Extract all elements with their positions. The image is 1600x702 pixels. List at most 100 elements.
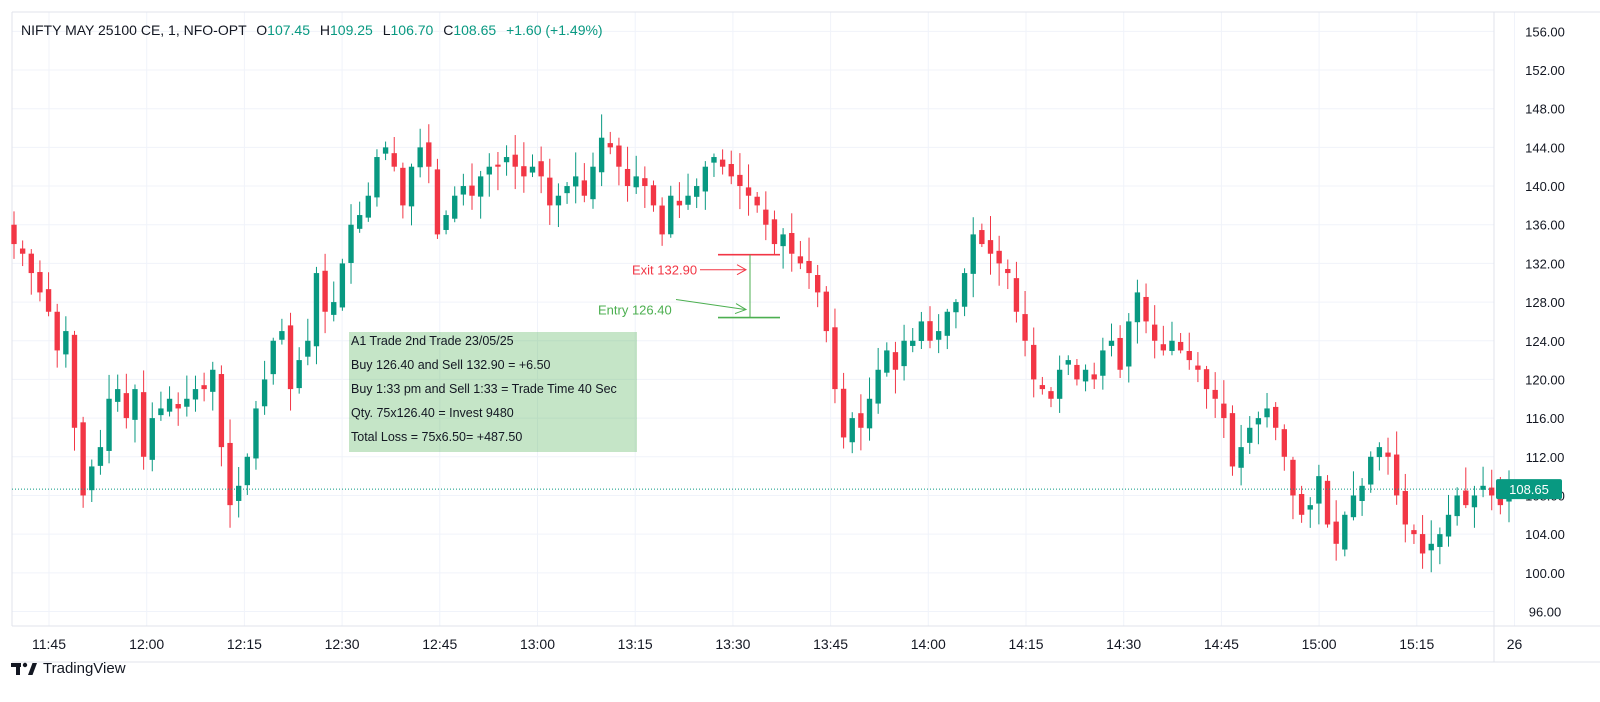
candle-body: [1186, 350, 1192, 361]
candle-body: [607, 143, 613, 148]
candle-body: [771, 219, 778, 245]
candle-body: [754, 196, 760, 206]
candle-body: [1376, 447, 1383, 458]
price-tick-label: 116.00: [1526, 411, 1565, 426]
candle-body: [106, 398, 112, 451]
candle-body: [1091, 374, 1097, 380]
price-tick-label: 152.00: [1525, 63, 1565, 78]
candle-body: [668, 195, 674, 235]
candle-body: [210, 369, 216, 392]
candle-body: [996, 250, 1002, 264]
candle-body: [547, 177, 553, 206]
chart-frame: [11, 11, 1600, 663]
candle-body: [1264, 408, 1270, 418]
candle-body: [1065, 360, 1071, 365]
candle-body: [460, 186, 467, 195]
candle-body: [400, 167, 406, 206]
candle-body: [495, 164, 501, 167]
candle-body: [1117, 337, 1123, 370]
candle-body: [1134, 292, 1141, 323]
candle-body: [858, 413, 864, 428]
time-tick-label: 14:30: [1106, 636, 1141, 652]
candle-body: [840, 388, 847, 438]
tradingview-branding[interactable]: TradingView: [11, 660, 126, 677]
candle-body: [633, 176, 639, 188]
candle-body: [1108, 340, 1115, 346]
candle-body: [1445, 514, 1452, 537]
candle-body: [1272, 406, 1279, 428]
trade-drawings[interactable]: Exit 132.90 Entry 126.40: [12, 253, 1494, 490]
candle-body: [529, 166, 536, 173]
note-line-1: A1 Trade 2nd Trade 23/05/25: [351, 334, 514, 348]
candle-body: [961, 273, 968, 307]
candle-body: [89, 466, 95, 491]
price-tick-label: 124.00: [1525, 334, 1565, 349]
candle-body: [140, 392, 147, 457]
candle-body: [1350, 495, 1357, 518]
candle-body: [417, 147, 423, 168]
chart-grid: [12, 12, 1515, 626]
candle-body: [650, 185, 657, 206]
exit-label: Exit 132.90: [632, 263, 697, 278]
candle-body: [1056, 369, 1063, 399]
low-label: L: [382, 22, 391, 38]
candle-body: [892, 352, 899, 370]
candle-body: [1333, 521, 1339, 544]
candle-body: [19, 248, 26, 254]
last-price-tag-text: 108.65: [1509, 482, 1549, 497]
candle-body: [927, 321, 933, 341]
candle-body: [1160, 344, 1167, 351]
candle-body: [737, 174, 743, 187]
close-label: C: [443, 22, 454, 38]
candle-body: [1419, 534, 1426, 554]
candle-body: [970, 234, 976, 274]
time-axis[interactable]: 11:45 12:00 12:15 12:30 12:45 13:00 13:15 13:30…: [32, 636, 1522, 652]
candle-body: [236, 485, 242, 501]
candle-body: [1031, 344, 1037, 380]
candlesticks[interactable]: [11, 114, 1512, 573]
candle-body: [1100, 350, 1106, 376]
candle-body: [875, 369, 881, 404]
open-label: O: [256, 22, 268, 38]
candle-body: [426, 142, 432, 167]
candle-body: [1428, 543, 1434, 551]
time-tick-label: 12:30: [325, 636, 360, 652]
candle-body: [763, 209, 769, 225]
candle-body: [1368, 456, 1374, 485]
price-tick-label: 100.00: [1525, 566, 1565, 581]
candle-body: [261, 379, 268, 407]
candle-body: [486, 166, 492, 175]
time-tick-label: 12:15: [227, 636, 262, 652]
trade-notes-box[interactable]: A1 Trade 2nd Trade 23/05/25 Buy 126.40 a…: [349, 332, 637, 452]
candle-body: [823, 291, 829, 332]
candle-body: [1471, 495, 1478, 508]
time-tick-label: 13:00: [520, 636, 555, 652]
candle-body: [356, 215, 363, 229]
candle-body: [987, 240, 994, 254]
candle-body: [1324, 480, 1331, 525]
candle-body: [244, 456, 251, 486]
candle-body: [702, 166, 709, 192]
candle-body: [780, 234, 786, 247]
candle-body: [616, 145, 622, 167]
time-tick-label: 14:45: [1204, 636, 1239, 652]
price-tick-label: 148.00: [1525, 102, 1565, 117]
candle-body: [201, 385, 207, 390]
candle-body: [322, 270, 328, 312]
candle-body: [979, 230, 985, 245]
candle-body: [149, 418, 155, 460]
note-line-4: Qty. 75x126.40 = Invest 9480: [351, 406, 514, 420]
candle-body: [305, 340, 311, 357]
candle-body: [573, 176, 579, 187]
entry-label: Entry 126.40: [598, 303, 672, 318]
price-tick-label: 96.00: [1529, 604, 1562, 619]
candle-body: [1195, 365, 1201, 370]
candle-body: [1013, 278, 1020, 312]
candle-body: [97, 447, 104, 466]
high-value: 109.25: [330, 22, 373, 38]
price-axis[interactable]: 156.00 152.00 148.00 144.00 140.00 136.00 132.…: [1496, 24, 1565, 619]
candle-body: [806, 260, 812, 274]
candle-body: [374, 157, 380, 198]
symbol-legend: NIFTY MAY 25100 CE, 1, NFO-OPT O107.45 H…: [21, 22, 603, 38]
